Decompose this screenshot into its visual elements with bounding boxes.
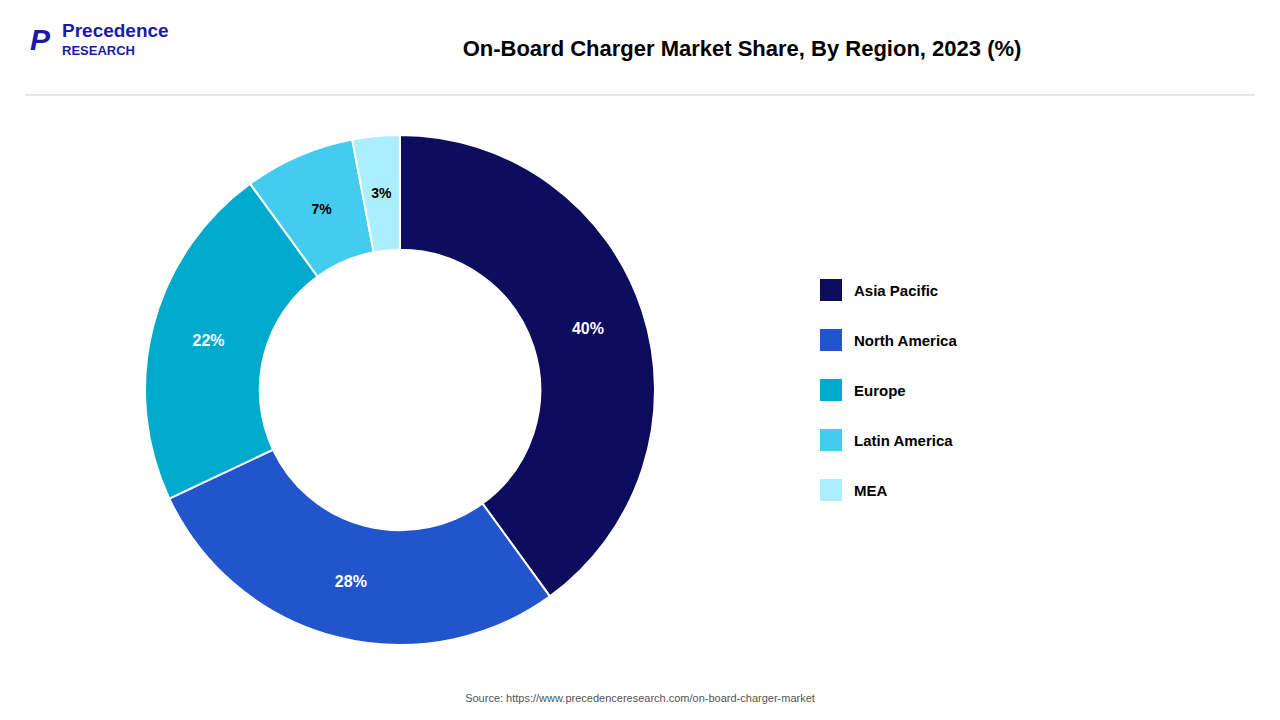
legend-label: MEA xyxy=(854,482,888,499)
legend-swatch xyxy=(820,429,842,451)
legend-item: North America xyxy=(820,329,957,351)
legend-swatch xyxy=(820,279,842,301)
slice xyxy=(169,450,550,645)
legend: Asia Pacific North America Europe Latin Ame… xyxy=(820,279,957,501)
legend-swatch xyxy=(820,479,842,501)
data-label: 3% xyxy=(371,185,392,201)
legend-item: MEA xyxy=(820,479,888,501)
legend-item: Asia Pacific xyxy=(820,279,938,301)
donut xyxy=(145,135,655,645)
legend-swatch xyxy=(820,379,842,401)
data-label: 7% xyxy=(311,201,332,217)
data-label: 28% xyxy=(335,573,367,590)
source: Source: https://www.precedenceresearch.c… xyxy=(465,692,815,704)
legend-swatch xyxy=(820,329,842,351)
logo-text: P xyxy=(30,23,51,56)
legend-item: Europe xyxy=(820,379,906,401)
logo-text: Precedence xyxy=(62,20,169,41)
legend-label: Asia Pacific xyxy=(854,282,938,299)
legend-label: Europe xyxy=(854,382,906,399)
separator xyxy=(25,94,1255,95)
data-labels: 40% 28% 22% 7% 3% xyxy=(193,185,604,590)
data-label: 22% xyxy=(193,332,225,349)
legend-item: Latin America xyxy=(820,429,953,451)
title: On-Board Charger Market Share, By Region… xyxy=(463,36,1022,61)
logo: P Precedence RESEARCH xyxy=(30,20,169,58)
legend-label: Latin America xyxy=(854,432,953,449)
data-label: 40% xyxy=(572,320,604,337)
legend-label: North America xyxy=(854,332,957,349)
logo-text: RESEARCH xyxy=(62,43,135,58)
chart: P Precedence RESEARCH On-Board Charger Mark… xyxy=(0,0,1280,720)
slice xyxy=(352,135,400,252)
